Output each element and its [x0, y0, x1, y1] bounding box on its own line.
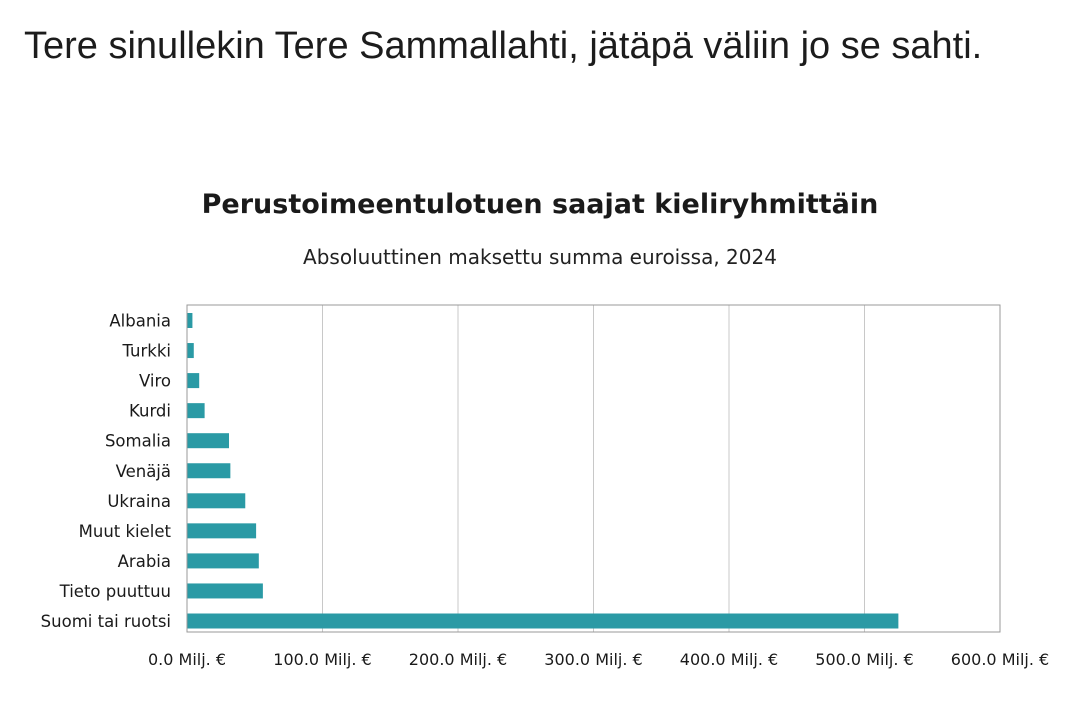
- post-text: Tere sinullekin Tere Sammallahti, jätäpä…: [24, 25, 983, 67]
- category-label: Ukraina: [107, 492, 171, 511]
- category-label: Venäjä: [116, 462, 171, 481]
- bar: [187, 433, 230, 449]
- bar-layer: [187, 313, 899, 629]
- bar: [187, 403, 205, 419]
- x-tick-label: 300.0 Milj. €: [544, 650, 642, 669]
- bar: [187, 343, 194, 359]
- tick-labels: 0.0 Milj. € 100.0 Milj. € 200.0 Milj. € 300…: [148, 650, 1049, 669]
- bar: [187, 613, 899, 629]
- x-tick-label: 100.0 Milj. €: [273, 650, 371, 669]
- category-label: Turkki: [121, 342, 171, 361]
- category-label: Albania: [109, 312, 171, 331]
- bar: [187, 523, 257, 539]
- bar: [187, 583, 263, 599]
- chart-title: Perustoimeentulotuen saajat kieliryhmitt…: [202, 189, 879, 220]
- bar: [187, 553, 259, 569]
- x-tick-label: 600.0 Milj. €: [951, 650, 1049, 669]
- bar: [187, 313, 193, 328]
- plot-frame: [186, 304, 1001, 633]
- chart: Perustoimeentulotuen saajat kieliryhmitt…: [0, 160, 1080, 705]
- x-tick-label: 200.0 Milj. €: [409, 650, 507, 669]
- x-tick-label: 0.0 Milj. €: [148, 650, 226, 669]
- chart-svg: Perustoimeentulotuen saajat kieliryhmitt…: [41, 189, 1050, 669]
- category-label: Viro: [139, 372, 171, 391]
- category-labels: Albania Turkki Viro Kurdi Somalia Venäjä Ukrai…: [41, 312, 172, 632]
- bar: [187, 373, 200, 389]
- x-tick-label: 500.0 Milj. €: [815, 650, 913, 669]
- bar: [187, 493, 246, 509]
- category-label: Somalia: [105, 432, 171, 451]
- x-tick-label: 400.0 Milj. €: [680, 650, 778, 669]
- category-label: Kurdi: [129, 402, 171, 421]
- category-label: Muut kielet: [79, 522, 172, 541]
- bar: [187, 463, 231, 479]
- category-label: Tieto puuttuu: [59, 582, 171, 601]
- category-label: Suomi tai ruotsi: [41, 612, 171, 631]
- category-label: Arabia: [118, 552, 171, 571]
- grid-layer: [186, 305, 1001, 632]
- chart-subtitle: Absoluuttinen maksettu summa euroissa, 2…: [303, 245, 777, 269]
